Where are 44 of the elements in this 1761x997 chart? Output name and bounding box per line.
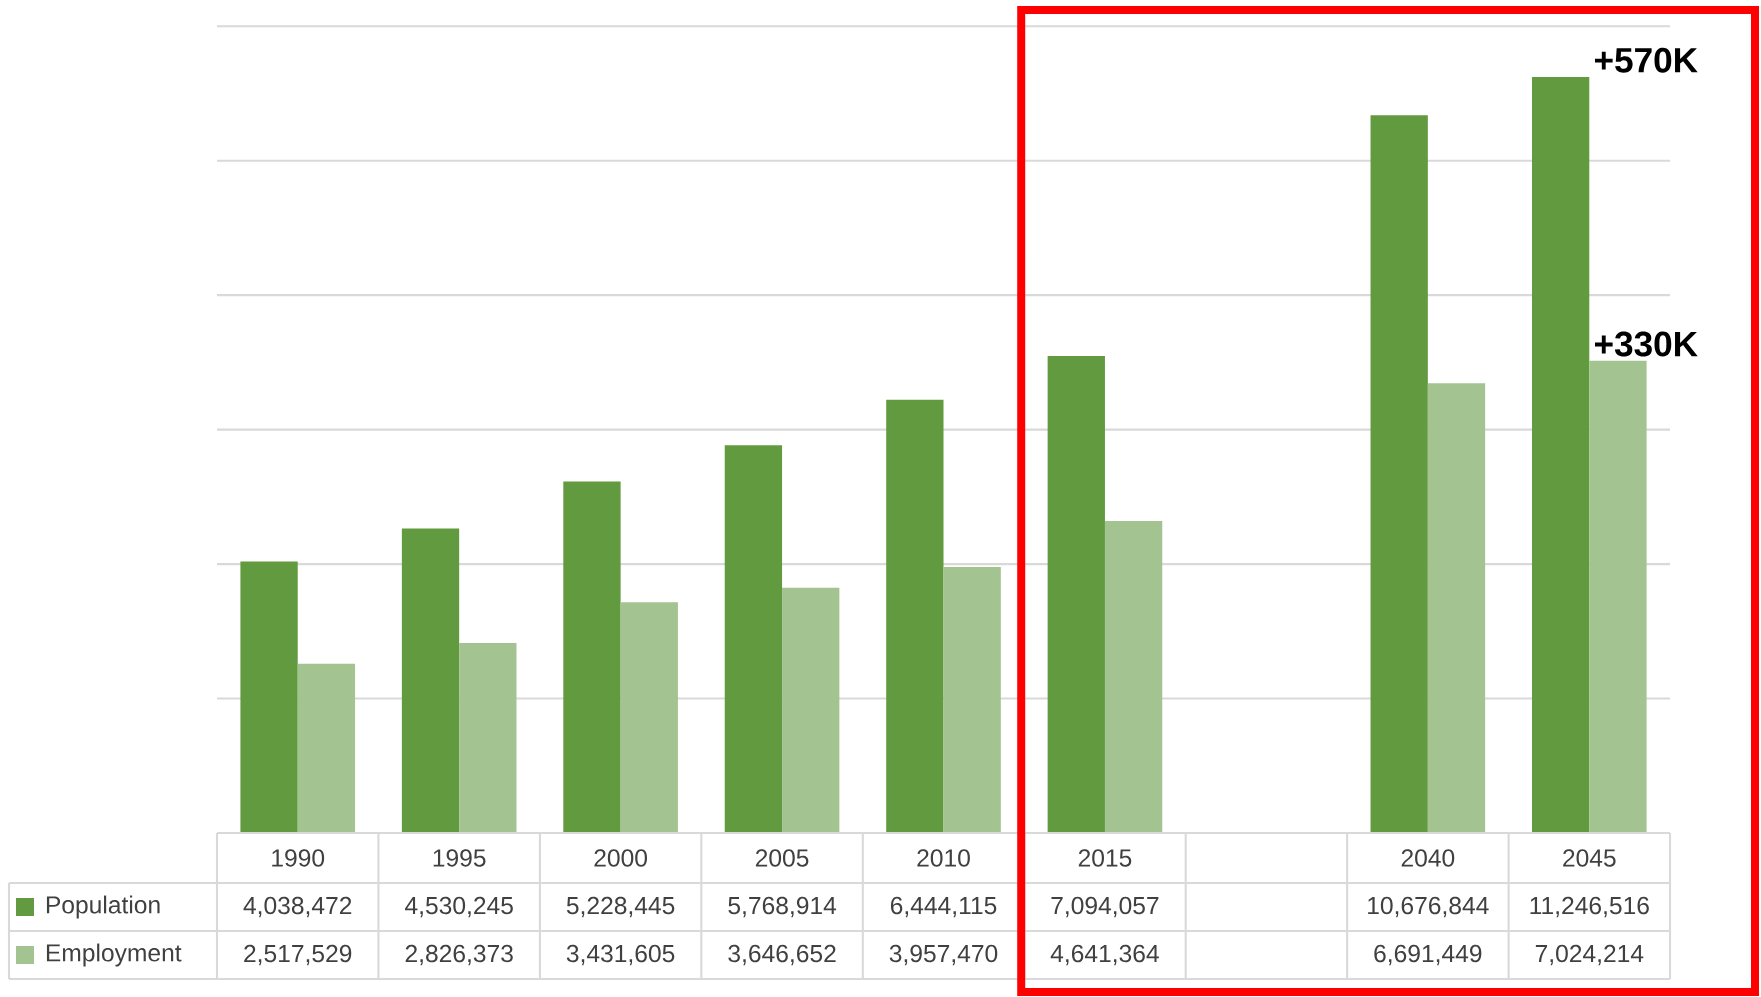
x-tick-label: 2000 (594, 849, 648, 867)
bar (1531, 76, 1590, 833)
data-label: 3,431,605 (566, 944, 675, 966)
bar (1047, 356, 1105, 833)
bar (1427, 383, 1486, 833)
bar (1104, 520, 1163, 833)
legend-label: Population (46, 895, 160, 919)
data-label: 4,530,245 (405, 896, 513, 918)
x-tick-label: 1990 (272, 849, 325, 867)
data-label: 4,641,364 (1050, 944, 1159, 966)
annotation: +330K (1594, 331, 1698, 357)
bar (401, 528, 460, 833)
bar (297, 663, 356, 833)
x-tick-label: 2010 (917, 849, 970, 867)
bar (459, 642, 517, 833)
data-label: 4,038,472 (243, 896, 352, 918)
bar (563, 481, 621, 833)
bar (1370, 115, 1428, 833)
x-tick-label: 1995 (433, 849, 486, 867)
x-tick-label: 2005 (755, 849, 809, 867)
bar (1589, 360, 1647, 833)
bar (724, 445, 783, 833)
data-label: 10,676,844 (1368, 896, 1489, 918)
data-label: 2,517,529 (244, 944, 352, 966)
bar (782, 587, 840, 833)
data-label: 2,826,373 (405, 944, 513, 966)
data-label: 5,768,914 (728, 896, 837, 918)
bar (620, 602, 678, 833)
data-label: 3,646,652 (728, 944, 836, 966)
x-tick-label: 2045 (1563, 849, 1616, 867)
bar (240, 561, 298, 833)
x-tick-label: 2040 (1401, 849, 1455, 867)
data-label: 11,246,516 (1530, 896, 1649, 918)
annotation: +570K (1594, 47, 1698, 73)
bar (886, 399, 944, 833)
data-label: 6,444,115 (890, 896, 997, 918)
data-label: 6,691,449 (1374, 944, 1482, 966)
data-label: 3,957,470 (889, 944, 998, 966)
data-label: 5,228,445 (566, 896, 675, 918)
bar (943, 566, 1001, 833)
legend-label: Employment (46, 943, 182, 967)
x-tick-label: 2015 (1078, 849, 1132, 867)
data-label: 7,094,057 (1051, 896, 1159, 918)
data-label: 7,024,214 (1535, 944, 1644, 966)
